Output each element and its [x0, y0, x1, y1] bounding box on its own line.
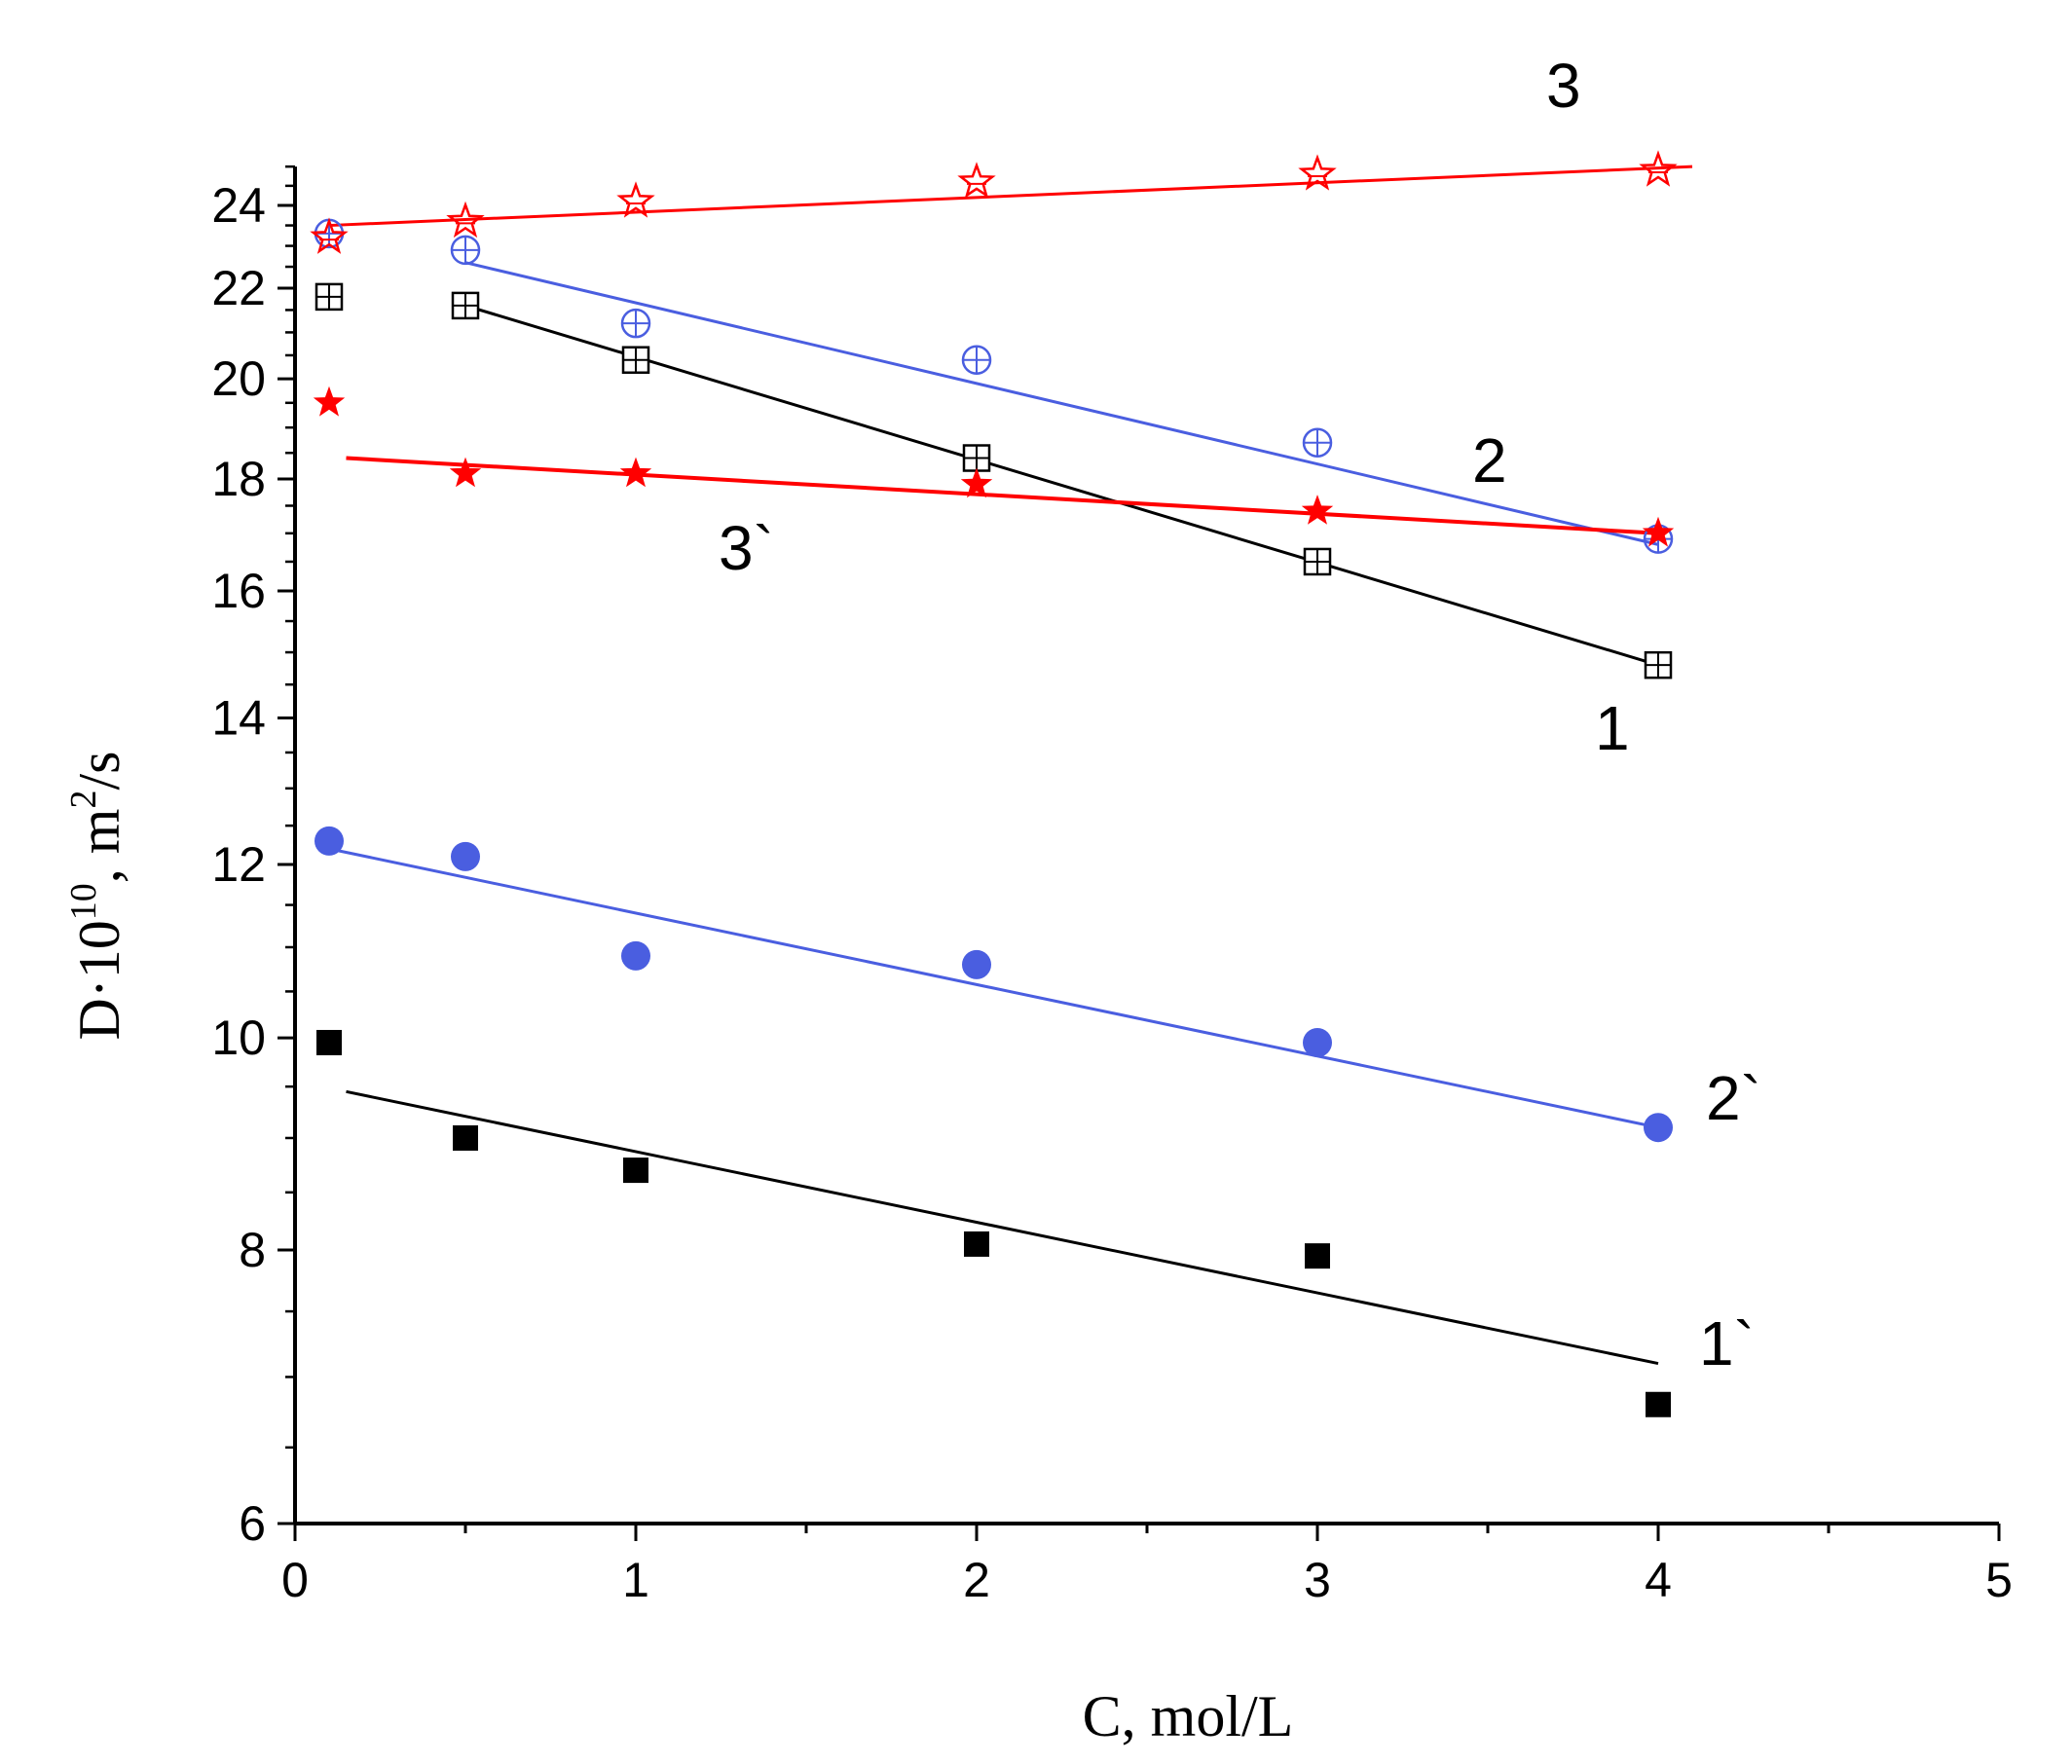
data-point-1 — [962, 444, 991, 472]
data-point-1 — [1644, 650, 1673, 680]
y-title-base: D·10 — [67, 920, 131, 1040]
x-tick-label: 0 — [281, 1553, 309, 1607]
data-point-3` — [960, 467, 993, 498]
data-point-2` — [1644, 1113, 1673, 1143]
data-point-1` — [964, 1231, 989, 1257]
curve-label-3prime: 3` — [719, 513, 774, 583]
data-point-1` — [623, 1158, 648, 1184]
data-point-3 — [957, 162, 996, 199]
fit-line-1 — [464, 304, 1659, 667]
data-point-3 — [616, 181, 655, 218]
data-point-1` — [453, 1124, 478, 1151]
y-tick-label: 24 — [211, 178, 266, 233]
y-tick-label: 8 — [239, 1223, 266, 1277]
fit-line-2` — [328, 847, 1659, 1129]
data-point-2` — [1303, 1027, 1332, 1057]
data-point-3 — [1298, 154, 1337, 191]
y-tick-label: 10 — [211, 1011, 266, 1065]
data-point-2` — [621, 940, 650, 971]
y-tick-label: 14 — [211, 690, 266, 745]
curve-label-1prime: 1` — [1699, 1308, 1755, 1378]
y-tick-label: 6 — [239, 1496, 266, 1551]
data-point-1` — [316, 1029, 342, 1055]
data-point-3` — [313, 386, 346, 417]
data-point-2` — [314, 826, 344, 856]
fit-line-3` — [346, 456, 1659, 535]
data-point-1 — [314, 282, 344, 312]
data-point-3 — [310, 217, 349, 254]
data-point-2 — [620, 308, 651, 339]
data-point-2 — [1302, 427, 1333, 458]
y-title-exp: 10 — [63, 883, 104, 920]
fit-lines — [328, 165, 1693, 1366]
fit-line-3 — [328, 165, 1693, 228]
curve-label-2: 2 — [1472, 425, 1507, 496]
x-tick-label: 2 — [963, 1553, 990, 1607]
data-point-3` — [1301, 495, 1334, 525]
data-point-2` — [451, 841, 480, 871]
curve-label-2prime: 2` — [1706, 1063, 1761, 1133]
x-axis-title: C, mol/L — [1083, 1684, 1294, 1748]
data-point-3` — [619, 457, 652, 488]
data-point-1 — [451, 291, 480, 320]
curve-label-3: 3 — [1546, 51, 1581, 121]
data-point-2 — [450, 235, 481, 266]
data-point-2 — [961, 345, 992, 375]
data-point-3 — [1639, 150, 1678, 187]
y-tick-label: 22 — [211, 261, 266, 315]
y-tick-label: 12 — [211, 837, 266, 892]
data-point-3` — [1642, 516, 1675, 547]
x-tick-label: 3 — [1304, 1553, 1331, 1607]
y-title-tail: /s — [67, 751, 131, 790]
y-tick-label: 18 — [211, 452, 266, 506]
data-markers — [310, 150, 1678, 1417]
data-point-1 — [1303, 547, 1332, 576]
fit-line-2 — [464, 261, 1659, 546]
y-tick-label: 20 — [211, 351, 266, 406]
y-axis-title: D·1010, m2/s — [63, 751, 131, 1040]
y-tick-label: 16 — [211, 564, 266, 618]
data-point-1 — [621, 346, 650, 374]
x-tick-label: 4 — [1645, 1553, 1672, 1607]
x-tick-label: 1 — [622, 1553, 649, 1607]
data-point-1` — [1305, 1243, 1330, 1269]
curve-labels: 3 2 1 3` 2` 1` — [719, 51, 1761, 1378]
y-title-exp2: 2 — [63, 790, 104, 809]
curve-label-1: 1 — [1595, 693, 1630, 763]
fit-line-1` — [346, 1089, 1659, 1366]
data-point-1` — [1646, 1391, 1671, 1417]
x-tick-label: 5 — [1985, 1553, 2013, 1607]
data-point-3 — [446, 201, 485, 239]
data-point-2` — [962, 949, 991, 979]
data-point-3` — [449, 457, 482, 488]
y-title-mid: , m — [67, 809, 131, 884]
